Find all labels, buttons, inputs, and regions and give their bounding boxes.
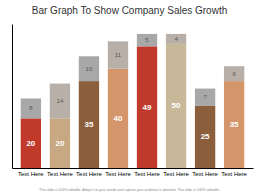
bar-segment xyxy=(79,56,99,81)
data-label: 35 xyxy=(84,120,93,129)
bar-segment xyxy=(224,81,244,168)
subtitle: This slide is 100% editable. Adapt it to… xyxy=(39,188,220,192)
y-axis-line xyxy=(12,25,13,169)
bars xyxy=(21,34,245,168)
x-tick-label: Text Here xyxy=(163,171,189,177)
data-label: 35 xyxy=(230,120,239,129)
data-label: 6 xyxy=(232,71,236,77)
data-label: 14 xyxy=(57,98,64,104)
data-label: 5 xyxy=(145,37,149,43)
x-tick: Text Here xyxy=(47,168,73,177)
plot: 202035404950253581410115476Text HereText… xyxy=(13,25,254,178)
bar-segment xyxy=(137,34,157,46)
data-label: 40 xyxy=(114,114,123,123)
x-tick-label: Text Here xyxy=(105,171,131,177)
data-label: 49 xyxy=(143,103,152,112)
bar-segment xyxy=(137,46,157,168)
data-label: 20 xyxy=(26,139,35,148)
y-axis xyxy=(12,25,13,169)
x-tick-label: Text Here xyxy=(192,171,218,177)
data-label: 7 xyxy=(203,94,207,100)
data-label: 20 xyxy=(55,139,64,148)
x-tick: Text Here xyxy=(18,168,44,177)
bar-segment xyxy=(195,106,215,168)
data-label: 50 xyxy=(172,101,181,110)
title: Bar Graph To Show Company Sales Growth xyxy=(32,5,227,16)
x-tick: Text Here xyxy=(192,168,218,177)
chart: 202035404950253581410115476Text HereText… xyxy=(0,0,259,194)
x-tick-label: Text Here xyxy=(134,171,160,177)
series xyxy=(21,44,245,168)
x-tick-label: Text Here xyxy=(18,171,44,177)
x-tick: Text Here xyxy=(163,168,189,177)
bar-segment xyxy=(50,118,70,168)
x-tick: Text Here xyxy=(134,168,160,177)
bar-segment xyxy=(79,81,99,168)
data-label: 4 xyxy=(174,36,178,42)
bar-segment xyxy=(166,44,186,168)
bar-segment xyxy=(108,41,128,68)
x-tick-label: Text Here xyxy=(47,171,73,177)
bar-segment xyxy=(108,69,128,168)
bar-segment xyxy=(166,34,186,44)
x-axis: Text HereText HereText HereText HereText… xyxy=(13,168,254,177)
data-label: 8 xyxy=(29,105,33,111)
bar-segment xyxy=(224,66,244,81)
bar-segment xyxy=(21,98,41,118)
x-tick: Text Here xyxy=(105,168,131,177)
data-label: 10 xyxy=(86,66,93,72)
data-label: 25 xyxy=(201,132,210,141)
x-tick: Text Here xyxy=(221,168,247,177)
x-tick-label: Text Here xyxy=(221,171,247,177)
bar-segment xyxy=(50,84,70,119)
x-axis-line xyxy=(13,168,254,169)
bar-segment xyxy=(195,89,215,106)
data-label: 11 xyxy=(115,52,122,58)
x-tick: Text Here xyxy=(76,168,102,177)
x-tick-label: Text Here xyxy=(76,171,102,177)
bar-segment xyxy=(21,118,41,168)
data-labels: 20 20 35 40 49 50 25 35 8 14 10 11 5 4 7 6 xyxy=(26,36,239,148)
series xyxy=(21,34,245,118)
